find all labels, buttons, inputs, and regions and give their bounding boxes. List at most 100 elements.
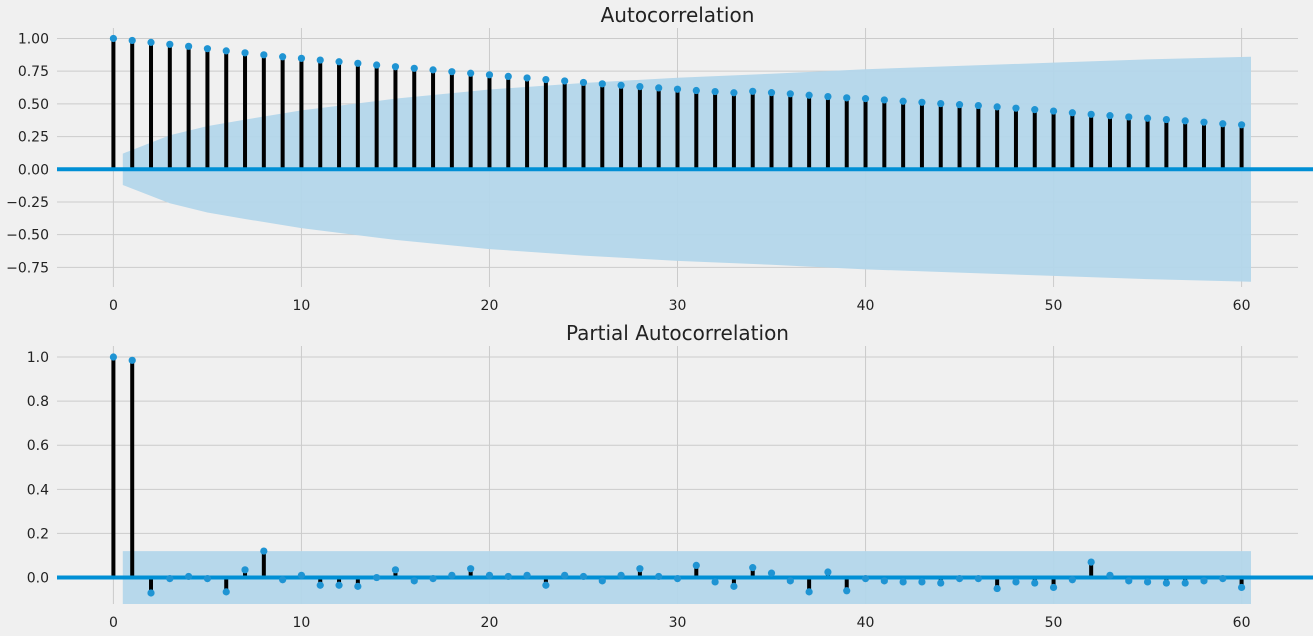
acf-marker [241, 49, 249, 57]
pacf-x-tick-label: 40 [857, 615, 875, 631]
pacf-marker [166, 575, 174, 583]
acf-marker [711, 87, 719, 96]
pacf-marker [485, 571, 494, 579]
acf-marker [1200, 118, 1208, 126]
pacf-marker [429, 575, 437, 583]
pacf-marker [786, 577, 794, 585]
pacf-marker [523, 571, 531, 579]
acf-x-tick-label: 20 [481, 298, 499, 314]
acf-marker [937, 100, 945, 108]
acf-y-tick-label: 0.75 [18, 64, 49, 80]
pacf-markers [109, 353, 1246, 597]
pacf-marker [203, 575, 212, 583]
pacf-marker [880, 577, 888, 585]
pacf-marker [673, 575, 682, 583]
acf-marker [636, 83, 644, 91]
pacf-marker [410, 577, 418, 585]
acf-marker [1049, 107, 1058, 115]
acf-marker [166, 40, 174, 48]
pacf-marker [1143, 578, 1152, 586]
acf-y-tick-label: −0.25 [6, 195, 49, 211]
pacf-marker [767, 569, 776, 577]
acf-x-tick-label: 30 [669, 298, 687, 314]
acf-marker [843, 94, 851, 102]
pacf-marker [241, 566, 249, 574]
acf-y-tick-labels: −0.75 −0.50 −0.25 0.00 0.25 0.50 0.75 1.00 [6, 31, 49, 276]
pacf-marker [1162, 579, 1170, 587]
acf-marker [786, 90, 794, 98]
acf-marker [1087, 110, 1095, 118]
pacf-title: Partial Autocorrelation [566, 321, 789, 345]
pacf-marker [993, 584, 1001, 593]
pacf-marker [955, 575, 964, 583]
acf-marker [297, 54, 306, 62]
acf-marker [109, 34, 118, 43]
pacf-x-tick-label: 60 [1233, 615, 1251, 631]
pacf-marker [974, 575, 982, 583]
pacf-marker [391, 566, 400, 574]
acf-marker [542, 75, 550, 84]
pacf-y-tick-label: 0.8 [27, 394, 49, 410]
acf-y-tick-label: −0.75 [6, 260, 49, 276]
acf-marker [655, 84, 663, 92]
pacf-marker [335, 581, 343, 589]
pacf-marker [297, 571, 306, 579]
acf-y-tick-label: 0.25 [18, 130, 49, 146]
pacf-marker [542, 581, 550, 589]
acf-marker [955, 101, 964, 109]
pacf-marker [147, 589, 155, 597]
pacf-marker [128, 356, 136, 364]
acf-x-tick-label: 10 [293, 298, 311, 314]
acf-marker [279, 53, 287, 61]
pacf-marker [711, 578, 719, 586]
pacf-marker [279, 576, 287, 584]
pacf-marker [749, 564, 757, 572]
acf-marker [692, 86, 700, 95]
pacf-marker [899, 578, 907, 586]
pacf-y-tick-label: 0.4 [27, 482, 49, 498]
acf-marker [899, 97, 907, 105]
acf-marker [373, 61, 381, 69]
pacf-y-tick-label: 0.2 [27, 526, 49, 542]
acf-marker [1031, 106, 1039, 114]
pacf-marker [222, 588, 230, 596]
acf-marker [467, 69, 475, 77]
acf-marker [316, 56, 324, 64]
pacf-marker [1049, 583, 1058, 592]
acf-marker [617, 81, 625, 89]
acf-marker [579, 78, 588, 87]
acf-marker [335, 58, 343, 66]
acf-x-tick-label: 0 [109, 298, 118, 314]
acf-marker [1012, 104, 1020, 112]
acf-y-tick-label: −0.50 [6, 228, 49, 244]
acf-marker [410, 64, 418, 72]
acf-y-tick-label: 0.00 [18, 162, 49, 178]
pacf-x-tick-label: 30 [669, 615, 687, 631]
acf-marker [993, 103, 1001, 111]
acf-x-tick-label: 60 [1233, 298, 1251, 314]
acf-marker [730, 89, 738, 97]
acf-marker [147, 38, 155, 46]
acf-marker [561, 77, 569, 85]
acf-marker [1181, 117, 1189, 125]
pacf-marker [1087, 558, 1095, 566]
acf-marker [767, 89, 776, 97]
acf-marker [1237, 121, 1246, 129]
pacf-marker [260, 547, 268, 555]
pacf-x-tick-label: 50 [1045, 615, 1063, 631]
pacf-marker [937, 579, 945, 587]
acf-x-tick-label: 40 [857, 298, 875, 314]
pacf-marker [598, 577, 606, 585]
acf-marker [598, 80, 606, 88]
acf-marker [222, 47, 230, 55]
acf-marker [1219, 120, 1227, 128]
acf-y-tick-label: 0.50 [18, 97, 49, 113]
acf-marker [673, 85, 682, 93]
acf-marker [1143, 114, 1152, 122]
acf-marker [354, 59, 362, 67]
pacf-marker [824, 568, 832, 576]
pacf-y-tick-label: 0.6 [27, 438, 49, 454]
pacf-marker [1068, 576, 1076, 584]
acf-marker [391, 63, 400, 71]
